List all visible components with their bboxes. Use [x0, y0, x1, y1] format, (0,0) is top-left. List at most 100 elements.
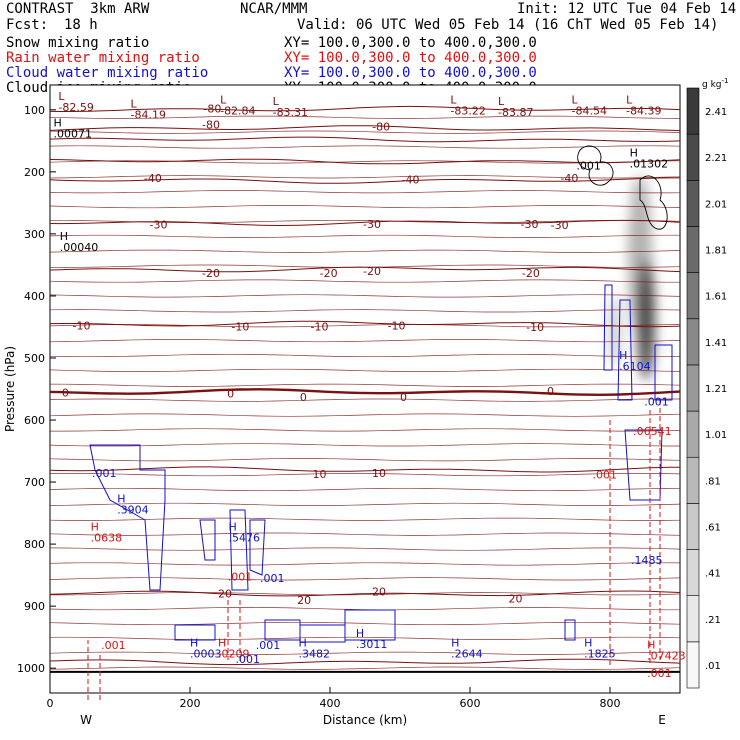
ice-shade-core	[637, 260, 655, 380]
extremum-marker: L	[626, 94, 633, 107]
colorbar-label: 1.81	[705, 246, 727, 257]
colorbar-label: 2.41	[705, 107, 727, 118]
value-label: .001	[576, 160, 601, 173]
extremum-value: -83.31	[273, 106, 308, 119]
isotherm-line-minor	[49, 458, 681, 462]
isotherm-line-minor	[50, 428, 681, 432]
contour-label: 0	[227, 387, 234, 400]
isotherm-line	[49, 590, 681, 597]
isotherm-line-minor	[49, 651, 681, 655]
colorbar-label: .41	[705, 569, 721, 580]
contour-label: -40	[144, 172, 162, 185]
isotherm-line-minor	[49, 517, 681, 521]
extremum-marker: L	[58, 90, 65, 103]
isotherm-line-minor	[49, 115, 681, 119]
extremum-value: -84.19	[131, 108, 166, 121]
value-label: .001	[101, 639, 126, 652]
colorbar-label: 1.61	[705, 292, 727, 303]
cloud-ice-contour	[577, 145, 614, 186]
colorbar-bin	[686, 318, 700, 366]
isotherm-line-minor	[49, 562, 681, 566]
product-title: CONTRAST 3km ARW	[6, 1, 150, 17]
valid-time: Valid: 06 UTC Wed 05 Feb 14 (16 ChT Wed …	[297, 17, 719, 33]
extremum-value: .01302	[630, 157, 669, 170]
extremum-marker: L	[220, 94, 227, 107]
isotherm-line-minor	[49, 383, 681, 387]
isotherm-line-minor	[49, 547, 681, 551]
isotherm-line	[49, 658, 681, 666]
colorbar-label: .21	[705, 615, 721, 626]
contour-label: 0	[547, 385, 554, 398]
extremum-value: .07423	[647, 649, 686, 662]
contour-label: 10	[313, 468, 327, 481]
isotherm-line-minor	[49, 279, 680, 283]
value-label: .001	[228, 570, 253, 583]
contour-label: -10	[311, 320, 329, 333]
extremum-marker: H	[630, 146, 638, 159]
x-tick-label: 800	[600, 697, 621, 710]
colorbar-label: 1.41	[705, 338, 727, 349]
colorbar-bin	[686, 180, 700, 227]
legend-label: Cloud water mixing ratio	[6, 65, 209, 81]
value-label: .001	[236, 653, 261, 666]
contour-label: 0	[300, 391, 307, 404]
colorbar-bin	[686, 549, 700, 596]
isotherm-line-minor	[49, 532, 681, 536]
cloud-water-contour	[229, 509, 249, 591]
contour-label: 0	[400, 391, 407, 404]
east-label: E	[658, 713, 666, 727]
colorbar-bin	[686, 272, 700, 320]
isotherm-line-minor	[49, 264, 681, 268]
isotherm-line-minor	[49, 309, 681, 313]
cloud-water-contour	[603, 284, 613, 371]
contour-label: -20	[202, 267, 220, 280]
y-axis-label: Pressure (hPa)	[3, 346, 17, 432]
value-label: .001	[92, 467, 117, 480]
extremum-value: .00071	[54, 128, 93, 141]
contour-label: -20	[363, 265, 381, 278]
init-time: Init: 12 UTC Tue 04 Feb 14	[517, 1, 737, 17]
contour-label: -80	[203, 103, 221, 116]
cloud-water-contour	[199, 519, 216, 561]
y-tick-label: 500	[24, 352, 45, 365]
cloud-water-contour	[89, 444, 166, 591]
isotherm-line	[49, 136, 681, 143]
extremum-marker: H	[356, 627, 364, 640]
x-tick-label: 200	[180, 697, 201, 710]
isotherm-line-minor	[49, 145, 681, 149]
colorbar-label: .01	[705, 661, 721, 672]
y-tick-label: 900	[24, 600, 45, 613]
y-tick-label: 400	[24, 290, 45, 303]
extremum-marker: H	[299, 636, 307, 649]
cloud-water-contour	[617, 299, 633, 401]
isotherm-line-minor	[49, 473, 681, 477]
colorbar-label: .61	[705, 522, 721, 533]
y-tick-label: 100	[24, 104, 45, 117]
legend-cross-section-endpoints: XY= 100.0,300.0 to 400.0,300.0	[284, 65, 537, 81]
y-tick-label: 300	[24, 228, 45, 241]
colorbar-bin	[686, 503, 700, 550]
legend-cross-section-endpoints: XY= 100.0,300.0 to 400.0,300.0	[284, 50, 537, 66]
contour-label: 20	[509, 593, 523, 606]
isotherm-line-minor	[49, 487, 681, 492]
contour-label: 10	[372, 467, 386, 480]
contour-label: -10	[526, 321, 544, 334]
extremum-value: .00040	[60, 241, 99, 254]
contour-label: -10	[388, 320, 406, 333]
isotherm-line	[49, 125, 681, 132]
colorbar-bin	[686, 641, 700, 689]
contour-label: -20	[522, 267, 540, 280]
contour-label: -40	[402, 173, 420, 186]
contour-label: -30	[521, 218, 539, 231]
value-label: .001	[647, 667, 672, 680]
extremum-value: -82.84	[220, 105, 255, 118]
extremum-marker: H	[54, 117, 62, 130]
isotherm-line	[49, 466, 680, 473]
contour-label: -10	[231, 320, 249, 333]
extremum-value: -84.39	[626, 105, 661, 118]
value-label: .001	[256, 639, 280, 652]
contour-label: 20	[218, 588, 232, 601]
isotherm-line	[49, 177, 680, 184]
isotherm-line-minor	[49, 502, 681, 506]
